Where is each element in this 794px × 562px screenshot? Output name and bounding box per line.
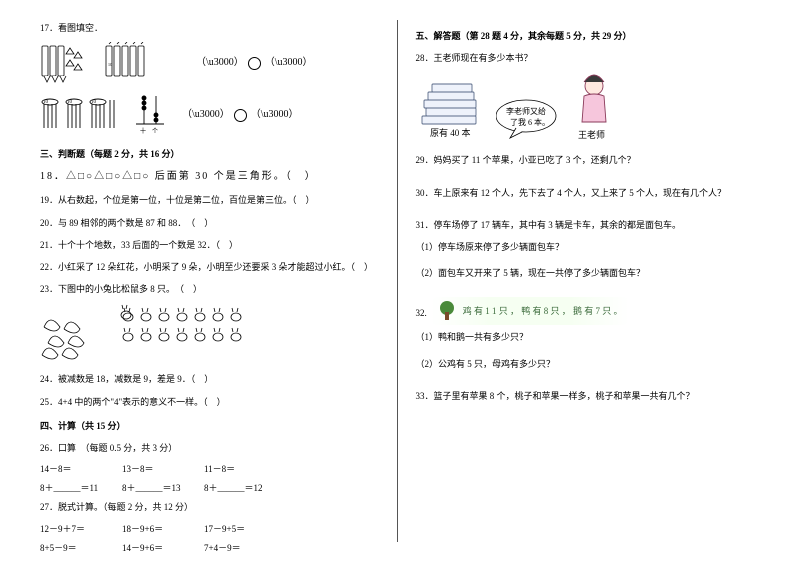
- tree-icon: [437, 300, 459, 322]
- q26: 26．口算 （每题 0.5 分，共 3 分）: [40, 440, 379, 456]
- calc-2a: 8＋______＝11: [40, 480, 102, 496]
- speech-bubble: 李老师又给 了我 6 本。: [496, 98, 562, 142]
- q27: 27．脱式计算。（每题 2 分，共 12 分）: [40, 499, 379, 515]
- calc-row-3: 12－9＋7＝ 18－9+6＝ 17－9+5＝: [40, 521, 379, 537]
- abacus-icon: 十个: [134, 94, 168, 136]
- q28-figure: 原有 40 本 李老师又给 了我 6 本。 王: [416, 72, 755, 142]
- calc-3c: 17－9+5＝: [204, 521, 266, 537]
- section-4-heading: 四、计算（共 15 分）: [40, 418, 379, 434]
- right-column: 五、解答题（第 28 题 4 分，其余每题 5 分，共 29 分） 28．王老师…: [398, 20, 765, 542]
- calc-1a: 14－8＝: [40, 461, 102, 477]
- teacher-icon: 王老师: [570, 72, 618, 142]
- calc-2c: 8＋______＝12: [204, 480, 266, 496]
- q32-banner: 鸡 有 1 1 只 ， 鸭 有 8 只 ， 鹅 有 7 只 。: [431, 297, 629, 325]
- svg-text:10: 10: [67, 100, 73, 105]
- q22: 22．小红采了 12 朵红花，小明采了 9 朵，小明至少还要采 3 朵才能超过小…: [40, 259, 379, 275]
- stack-label: 原有 40 本: [430, 127, 471, 138]
- q24: 24．被减数是 18，减数是 9，差是 9．（ ）: [40, 371, 379, 387]
- pencil-bundle-right: 10: [104, 42, 182, 84]
- q18-shapes: △□○△□○△□○: [66, 171, 150, 182]
- calc-4c: 7+4－9＝: [204, 540, 266, 556]
- left-column: 17．看图填空． 10: [30, 20, 398, 542]
- calc-1b: 13－8＝: [122, 461, 184, 477]
- q17: 17．看图填空．: [40, 20, 379, 36]
- svg-text:10: 10: [108, 62, 112, 67]
- q17-row2-blanks: （\u3000）（\u3000）: [182, 106, 299, 124]
- sticks-bundles: 10 10 10: [40, 94, 120, 136]
- svg-text:10: 10: [43, 100, 49, 105]
- q31: 31．停车场停了 17 辆车，其中有 3 辆是卡车，其余的都是面包车。: [416, 217, 755, 233]
- q17-row1: 10 （\u3000）（\u3000）: [40, 42, 379, 84]
- calc-row-1: 14－8＝ 13－8＝ 11－8＝: [40, 461, 379, 477]
- calc-4a: 8+5－9＝: [40, 540, 102, 556]
- q31-2: （2）面包车又开来了 5 辆，现在一共停了多少辆面包车？: [416, 265, 755, 281]
- q18: 18．△□○△□○△□○ 后面第 30 个是三角形。（ ）: [40, 168, 379, 186]
- q30: 30．车上原来有 12 个人，先下去了 4 个人，又上来了 5 个人，现在有几个…: [416, 185, 755, 201]
- calc-row-2: 8＋______＝11 8＋______＝13 8＋______＝12: [40, 480, 379, 496]
- q18-text: 后面第 30 个是三角形。（ ）: [155, 171, 317, 182]
- svg-text:个: 个: [152, 128, 158, 135]
- book-stack-icon: 原有 40 本: [416, 72, 488, 142]
- section-5-heading: 五、解答题（第 28 题 4 分，其余每题 5 分，共 29 分）: [416, 28, 755, 44]
- q20: 20．与 89 相邻的两个数是 87 和 88． （ ）: [40, 215, 379, 231]
- q19: 19．从右数起，个位是第一位，十位是第二位，百位是第三位。（ ）: [40, 192, 379, 208]
- q17-figures: 10 （\u3000）（\u3000） 10 10 10: [40, 42, 379, 136]
- calc-4b: 14－9+6＝: [122, 540, 184, 556]
- q23: 23．下图中的小兔比松鼠多 8 只。 （ ）: [40, 281, 379, 297]
- q33: 33．篮子里有苹果 8 个，桃子和苹果一样多，桃子和苹果一共有几个？: [416, 388, 755, 404]
- svg-text:十: 十: [140, 127, 146, 135]
- pencil-bundle-left: [40, 42, 90, 84]
- q32-row: 32. 鸡 有 1 1 只 ， 鸭 有 8 只 ， 鹅 有 7 只 。: [416, 297, 755, 329]
- q28: 28．王老师现在有多少本书？: [416, 50, 755, 66]
- svg-text:李老师又给: 李老师又给: [506, 106, 546, 116]
- calc-3b: 18－9+6＝: [122, 521, 184, 537]
- section-3-heading: 三、判断题（每题 2 分，共 16 分）: [40, 146, 379, 162]
- svg-text:了我 6 本。: 了我 6 本。: [510, 117, 550, 127]
- calc-row-4: 8+5－9＝ 14－9+6＝ 7+4－9＝: [40, 540, 379, 556]
- q31-1: （1）停车场原来停了多少辆面包车？: [416, 239, 755, 255]
- q18-num: 18．: [40, 171, 66, 182]
- q21: 21．十个十个地数，33 后面的一个数是 32．（ ）: [40, 237, 379, 253]
- calc-2b: 8＋______＝13: [122, 480, 184, 496]
- q29: 29．妈妈买了 11 个苹果，小亚已吃了 3 个，还剩几个？: [416, 152, 755, 168]
- q23-figure: [40, 303, 379, 361]
- page-root: 17．看图填空． 10: [0, 0, 794, 562]
- teacher-label: 王老师: [578, 129, 605, 140]
- q32-text: 鸡 有 1 1 只 ， 鸭 有 8 只 ， 鹅 有 7 只 。: [463, 303, 623, 319]
- calc-3a: 12－9＋7＝: [40, 521, 102, 537]
- q17-row2: 10 10 10 十个 （\u3000）: [40, 94, 379, 136]
- q32-2: （2）公鸡有 5 只，母鸡有多少只？: [416, 356, 755, 372]
- q32-num: 32.: [416, 305, 427, 321]
- calc-1c: 11－8＝: [204, 461, 266, 477]
- q32-1: （1）鸭和鹅一共有多少只？: [416, 329, 755, 345]
- q17-row1-blanks: （\u3000）（\u3000）: [196, 54, 313, 72]
- q25: 25．4+4 中的两个"4"表示的意义不一样。（ ）: [40, 394, 379, 410]
- svg-text:10: 10: [91, 100, 97, 105]
